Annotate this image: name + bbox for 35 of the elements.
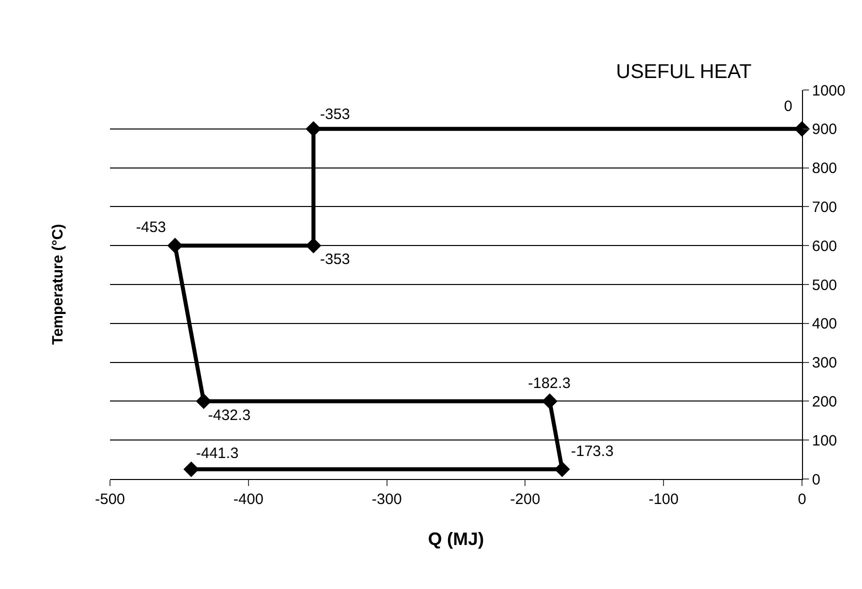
y-tick-label: 700 — [812, 198, 838, 216]
annotation: -353 — [320, 251, 350, 268]
y-tick-label: 900 — [812, 121, 838, 138]
y-tick-label: 500 — [812, 276, 838, 294]
y-tick-label: 400 — [812, 316, 838, 333]
x-tick-label: -300 — [372, 491, 402, 508]
point — [306, 238, 322, 254]
x-tick-label: -200 — [510, 491, 540, 508]
x-tick-label: -400 — [233, 491, 264, 508]
y-axis-title: Temperature (°C) — [50, 224, 67, 345]
y-tick-label: 0 — [812, 471, 820, 488]
point — [183, 461, 200, 478]
y-tick-label: 200 — [812, 393, 838, 410]
point — [167, 238, 183, 254]
y-tick-label: 1000 — [812, 82, 846, 100]
point — [554, 461, 570, 478]
point — [306, 121, 322, 137]
annotation: 0 — [784, 98, 792, 115]
annotation: -182.3 — [528, 375, 571, 392]
y-tick-label: 800 — [812, 160, 838, 178]
x-axis-title: Q (MJ) — [428, 529, 484, 550]
annotation: -453 — [136, 219, 166, 236]
annotation: -353 — [320, 106, 350, 123]
x-tick-label: -100 — [648, 491, 679, 508]
y-tick-label: 300 — [812, 354, 838, 372]
annotation: -441.3 — [196, 445, 239, 462]
annotation: -173.3 — [571, 443, 614, 460]
x-tick-label: -500 — [94, 491, 126, 508]
y-tick-label: 600 — [812, 238, 838, 255]
annotation: -432.3 — [208, 407, 251, 424]
text: USEFUL HEAT — [616, 61, 752, 83]
point — [542, 393, 558, 409]
y-tick-label: 100 — [812, 432, 838, 450]
point — [196, 393, 212, 409]
x-tick-label: 0 — [798, 491, 806, 508]
